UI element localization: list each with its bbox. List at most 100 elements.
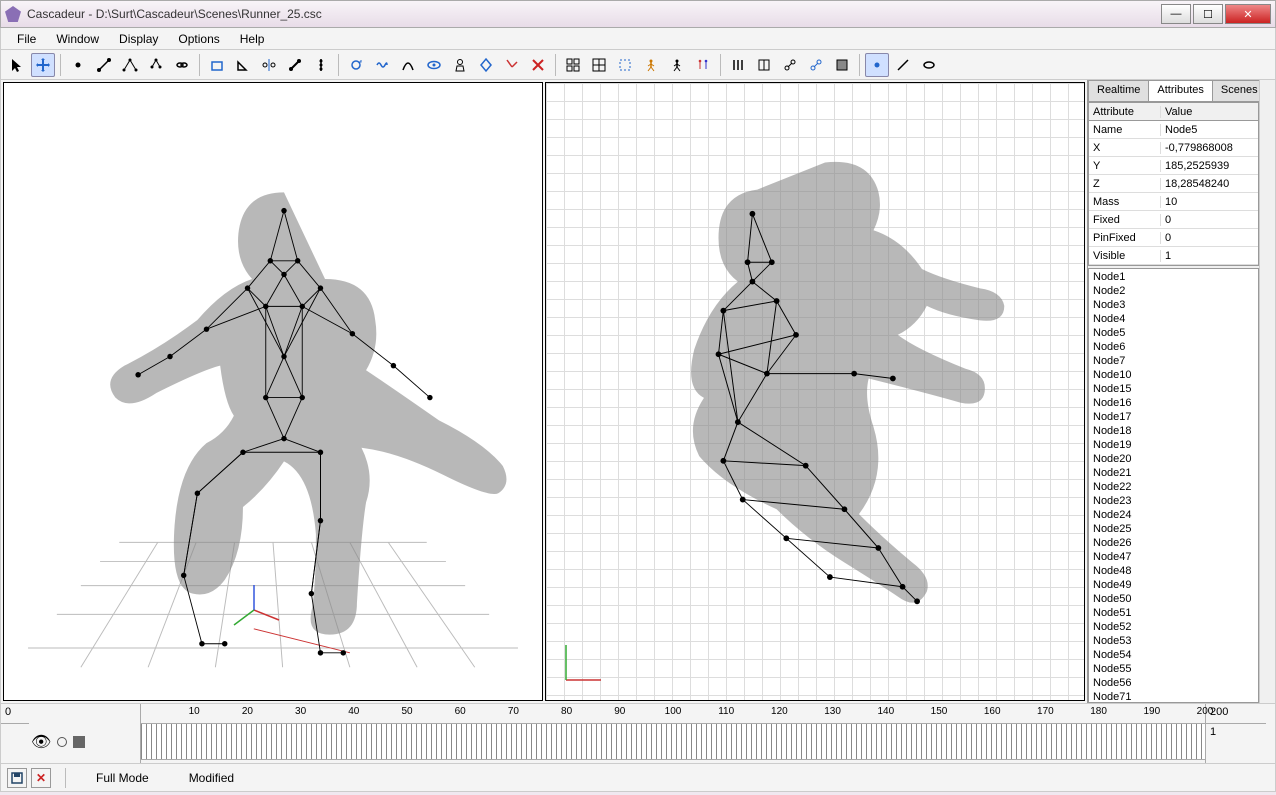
- tool-skin[interactable]: [448, 53, 472, 77]
- node-item[interactable]: Node52: [1089, 619, 1258, 633]
- tool-link1[interactable]: [778, 53, 802, 77]
- tool-select-box[interactable]: [613, 53, 637, 77]
- tool-grid4[interactable]: [561, 53, 585, 77]
- tool-chain[interactable]: [170, 53, 194, 77]
- menu-options[interactable]: Options: [168, 30, 229, 48]
- maximize-button[interactable]: ☐: [1193, 4, 1223, 24]
- tool-diamond[interactable]: [474, 53, 498, 77]
- node-item[interactable]: Node18: [1089, 423, 1258, 437]
- node-item[interactable]: Node10: [1089, 367, 1258, 381]
- timeline-start[interactable]: 0: [1, 704, 29, 724]
- side-panel-tabs: RealtimeAttributesScenes: [1088, 80, 1259, 102]
- node-item[interactable]: Node48: [1089, 563, 1258, 577]
- tool-spring[interactable]: [370, 53, 394, 77]
- node-item[interactable]: Node3: [1089, 297, 1258, 311]
- node-item[interactable]: Node16: [1089, 395, 1258, 409]
- tool-line2[interactable]: [891, 53, 915, 77]
- node-item[interactable]: Node50: [1089, 591, 1258, 605]
- attr-row[interactable]: Y185,2525939: [1089, 157, 1258, 175]
- timeline-track[interactable]: [141, 724, 1205, 760]
- viewport-side[interactable]: [545, 82, 1085, 701]
- tool-run-solo[interactable]: [639, 53, 663, 77]
- tool-angle[interactable]: [231, 53, 255, 77]
- attr-row[interactable]: Mass10: [1089, 193, 1258, 211]
- menu-bar: FileWindowDisplayOptionsHelp: [0, 28, 1276, 50]
- node-item[interactable]: Node24: [1089, 507, 1258, 521]
- scrollbar[interactable]: [1259, 80, 1275, 703]
- node-item[interactable]: Node71: [1089, 689, 1258, 703]
- timeline-end[interactable]: 200: [1206, 704, 1266, 724]
- tool-link2[interactable]: [804, 53, 828, 77]
- tool-oval[interactable]: [917, 53, 941, 77]
- attr-row[interactable]: PinFixed0: [1089, 229, 1258, 247]
- tool-plane[interactable]: [205, 53, 229, 77]
- tool-run-black[interactable]: [665, 53, 689, 77]
- tool-eye[interactable]: [422, 53, 446, 77]
- tool-dot[interactable]: [865, 53, 889, 77]
- tool-ik[interactable]: [500, 53, 524, 77]
- node-item[interactable]: Node55: [1089, 661, 1258, 675]
- node-item[interactable]: Node53: [1089, 633, 1258, 647]
- node-item[interactable]: Node15: [1089, 381, 1258, 395]
- close-button[interactable]: ✕: [1225, 4, 1271, 24]
- node-item[interactable]: Node6: [1089, 339, 1258, 353]
- node-item[interactable]: Node20: [1089, 451, 1258, 465]
- tool-grid1[interactable]: [587, 53, 611, 77]
- node-item[interactable]: Node26: [1089, 535, 1258, 549]
- tool-spine[interactable]: [309, 53, 333, 77]
- node-item[interactable]: Node54: [1089, 647, 1258, 661]
- minimize-button[interactable]: —: [1161, 4, 1191, 24]
- tool-twist[interactable]: [344, 53, 368, 77]
- visibility-icon[interactable]: 👁: [31, 732, 51, 752]
- tool-curve[interactable]: [396, 53, 420, 77]
- tool-edges2[interactable]: [118, 53, 142, 77]
- attr-row[interactable]: Fixed0: [1089, 211, 1258, 229]
- node-list[interactable]: Node1Node2Node3Node4Node5Node6Node7Node1…: [1088, 268, 1259, 703]
- node-item[interactable]: Node5: [1089, 325, 1258, 339]
- key-icon[interactable]: [57, 737, 67, 747]
- viewport-perspective[interactable]: [3, 82, 543, 701]
- tool-edge[interactable]: [92, 53, 116, 77]
- node-item[interactable]: Node56: [1089, 675, 1258, 689]
- tool-delete[interactable]: [526, 53, 550, 77]
- timeline-track-num[interactable]: 1: [1206, 724, 1266, 744]
- node-item[interactable]: Node51: [1089, 605, 1258, 619]
- node-item[interactable]: Node49: [1089, 577, 1258, 591]
- tool-move[interactable]: [31, 53, 55, 77]
- node-item[interactable]: Node1: [1089, 269, 1258, 283]
- tab-realtime[interactable]: Realtime: [1088, 80, 1149, 101]
- tool-align[interactable]: [752, 53, 776, 77]
- menu-display[interactable]: Display: [109, 30, 168, 48]
- node-item[interactable]: Node7: [1089, 353, 1258, 367]
- track-icon[interactable]: [73, 736, 85, 748]
- tool-mirror[interactable]: [257, 53, 281, 77]
- attr-row[interactable]: Visible1: [1089, 247, 1258, 265]
- tool-run-pair[interactable]: [691, 53, 715, 77]
- node-item[interactable]: Node21: [1089, 465, 1258, 479]
- node-item[interactable]: Node2: [1089, 283, 1258, 297]
- menu-help[interactable]: Help: [230, 30, 275, 48]
- toolbar: [0, 50, 1276, 80]
- save-button[interactable]: [7, 768, 27, 788]
- node-item[interactable]: Node17: [1089, 409, 1258, 423]
- cancel-button[interactable]: ✕: [31, 768, 51, 788]
- tool-bars[interactable]: [726, 53, 750, 77]
- node-item[interactable]: Node25: [1089, 521, 1258, 535]
- node-item[interactable]: Node47: [1089, 549, 1258, 563]
- tab-attributes[interactable]: Attributes: [1148, 80, 1212, 101]
- attr-row[interactable]: Z18,28548240: [1089, 175, 1258, 193]
- node-item[interactable]: Node23: [1089, 493, 1258, 507]
- tool-box[interactable]: [830, 53, 854, 77]
- tool-cursor[interactable]: [5, 53, 29, 77]
- tool-hierarchy[interactable]: [144, 53, 168, 77]
- node-item[interactable]: Node22: [1089, 479, 1258, 493]
- node-item[interactable]: Node4: [1089, 311, 1258, 325]
- timeline-ruler[interactable]: 1020304050607080901001101201301401501601…: [141, 704, 1205, 724]
- tool-bone[interactable]: [283, 53, 307, 77]
- attr-row[interactable]: NameNode5: [1089, 121, 1258, 139]
- tool-point[interactable]: [66, 53, 90, 77]
- menu-window[interactable]: Window: [46, 30, 109, 48]
- node-item[interactable]: Node19: [1089, 437, 1258, 451]
- menu-file[interactable]: File: [7, 30, 46, 48]
- attr-row[interactable]: X-0,779868008: [1089, 139, 1258, 157]
